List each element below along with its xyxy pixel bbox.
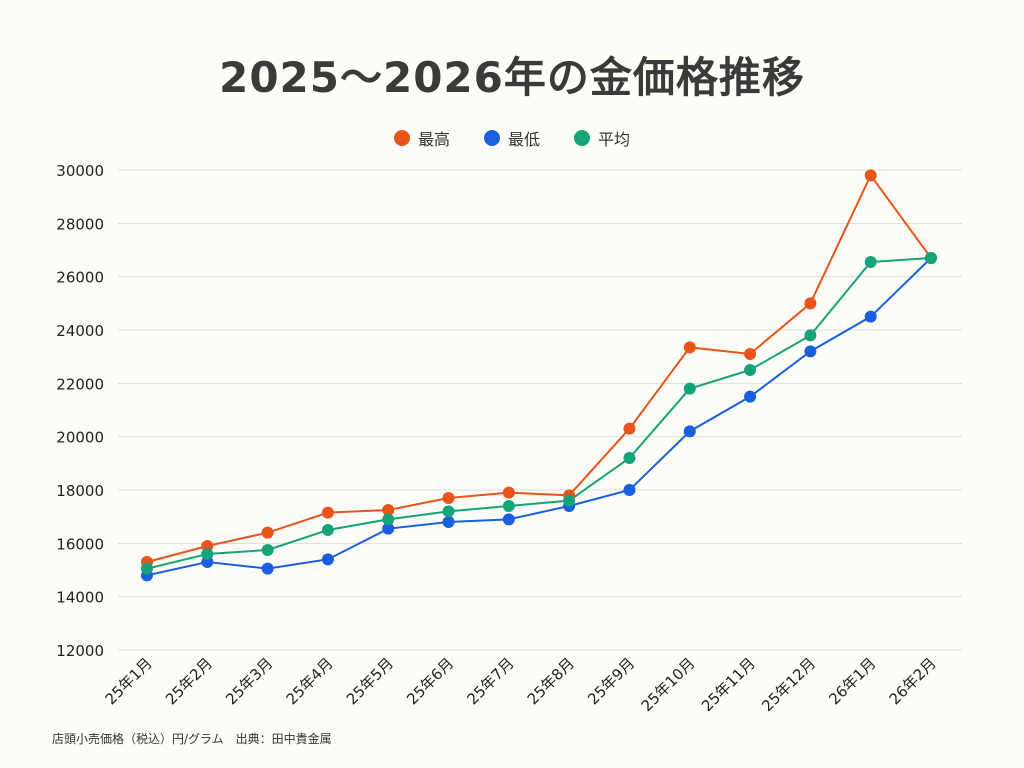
data-point-2 <box>261 544 274 556</box>
x-tick-label: 25年9月 <box>584 654 638 708</box>
source-note: 店頭小売価格（税込）円/グラム 出典：田中貴金属 <box>52 732 332 746</box>
x-tick-label: 25年3月 <box>222 654 276 708</box>
series-line-2 <box>146 257 932 570</box>
y-tick-label: 20000 <box>56 429 104 447</box>
data-point-0 <box>744 348 757 360</box>
data-point-0 <box>683 341 696 354</box>
x-tick-label: 25年5月 <box>343 654 397 708</box>
data-point-1 <box>864 310 877 323</box>
series-line-1 <box>146 257 932 577</box>
y-tick-label: 30000 <box>56 162 104 180</box>
data-point-1 <box>382 522 395 535</box>
legend-dot-avg <box>574 130 590 146</box>
data-point-2 <box>623 452 636 464</box>
data-point-2 <box>442 505 455 518</box>
data-point-2 <box>321 524 334 536</box>
y-tick-label: 12000 <box>56 642 104 660</box>
data-point-0 <box>502 486 515 499</box>
legend-item-avg: 平均 <box>574 126 630 150</box>
chart-title: 2025〜2026年の金価格推移 <box>219 53 805 102</box>
x-tick-label: 25年10月 <box>638 654 699 715</box>
y-tick-label: 28000 <box>56 215 104 233</box>
x-tick-label: 25年2月 <box>162 654 216 708</box>
legend-dot-min <box>483 130 500 146</box>
x-tick-label: 25年12月 <box>758 654 819 715</box>
y-tick-label: 14000 <box>56 589 104 607</box>
data-point-0 <box>382 504 395 516</box>
data-point-1 <box>321 553 334 566</box>
data-point-2 <box>925 252 937 264</box>
x-tick-label: 26年2月 <box>886 654 940 708</box>
chart-legend: 最高 最低 平均 <box>0 126 1024 150</box>
x-tick-label: 25年1月 <box>102 654 156 708</box>
x-tick-label: 25年6月 <box>403 654 457 708</box>
legend-label-avg: 平均 <box>598 130 631 149</box>
data-point-2 <box>141 562 153 575</box>
legend-label-min: 最低 <box>507 130 540 149</box>
data-point-1 <box>502 513 515 526</box>
data-point-1 <box>804 345 817 358</box>
x-tick-label: 26年1月 <box>825 654 879 708</box>
legend-label-max: 最高 <box>417 130 450 149</box>
x-tick-label: 25年4月 <box>283 654 337 708</box>
data-point-0 <box>864 169 877 182</box>
data-point-2 <box>502 500 515 512</box>
y-tick-label: 18000 <box>56 482 104 500</box>
data-point-2 <box>804 329 817 342</box>
x-tick-label: 25年11月 <box>698 654 759 715</box>
data-point-0 <box>442 492 455 504</box>
y-tick-label: 16000 <box>56 535 104 553</box>
data-point-1 <box>442 516 455 528</box>
data-point-0 <box>261 526 274 539</box>
y-tick-label: 22000 <box>56 375 104 393</box>
data-point-1 <box>744 390 757 403</box>
series-line-0 <box>146 173 932 563</box>
data-point-2 <box>683 382 696 395</box>
data-point-0 <box>804 297 817 310</box>
data-point-1 <box>261 562 274 575</box>
data-point-2 <box>744 364 757 376</box>
data-point-2 <box>864 256 877 268</box>
legend-item-max: 最高 <box>393 126 450 150</box>
data-point-0 <box>623 422 636 435</box>
legend-dot-max <box>393 130 410 146</box>
data-point-1 <box>623 484 636 496</box>
y-tick-label: 26000 <box>56 269 104 287</box>
data-point-1 <box>683 425 696 438</box>
legend-item-min: 最低 <box>483 126 540 150</box>
data-point-2 <box>563 494 576 507</box>
data-point-2 <box>201 548 214 560</box>
data-point-0 <box>321 506 334 519</box>
x-tick-label: 25年8月 <box>524 654 578 708</box>
y-tick-label: 24000 <box>56 322 104 340</box>
data-point-2 <box>382 513 395 526</box>
x-tick-label: 25年7月 <box>463 654 517 708</box>
